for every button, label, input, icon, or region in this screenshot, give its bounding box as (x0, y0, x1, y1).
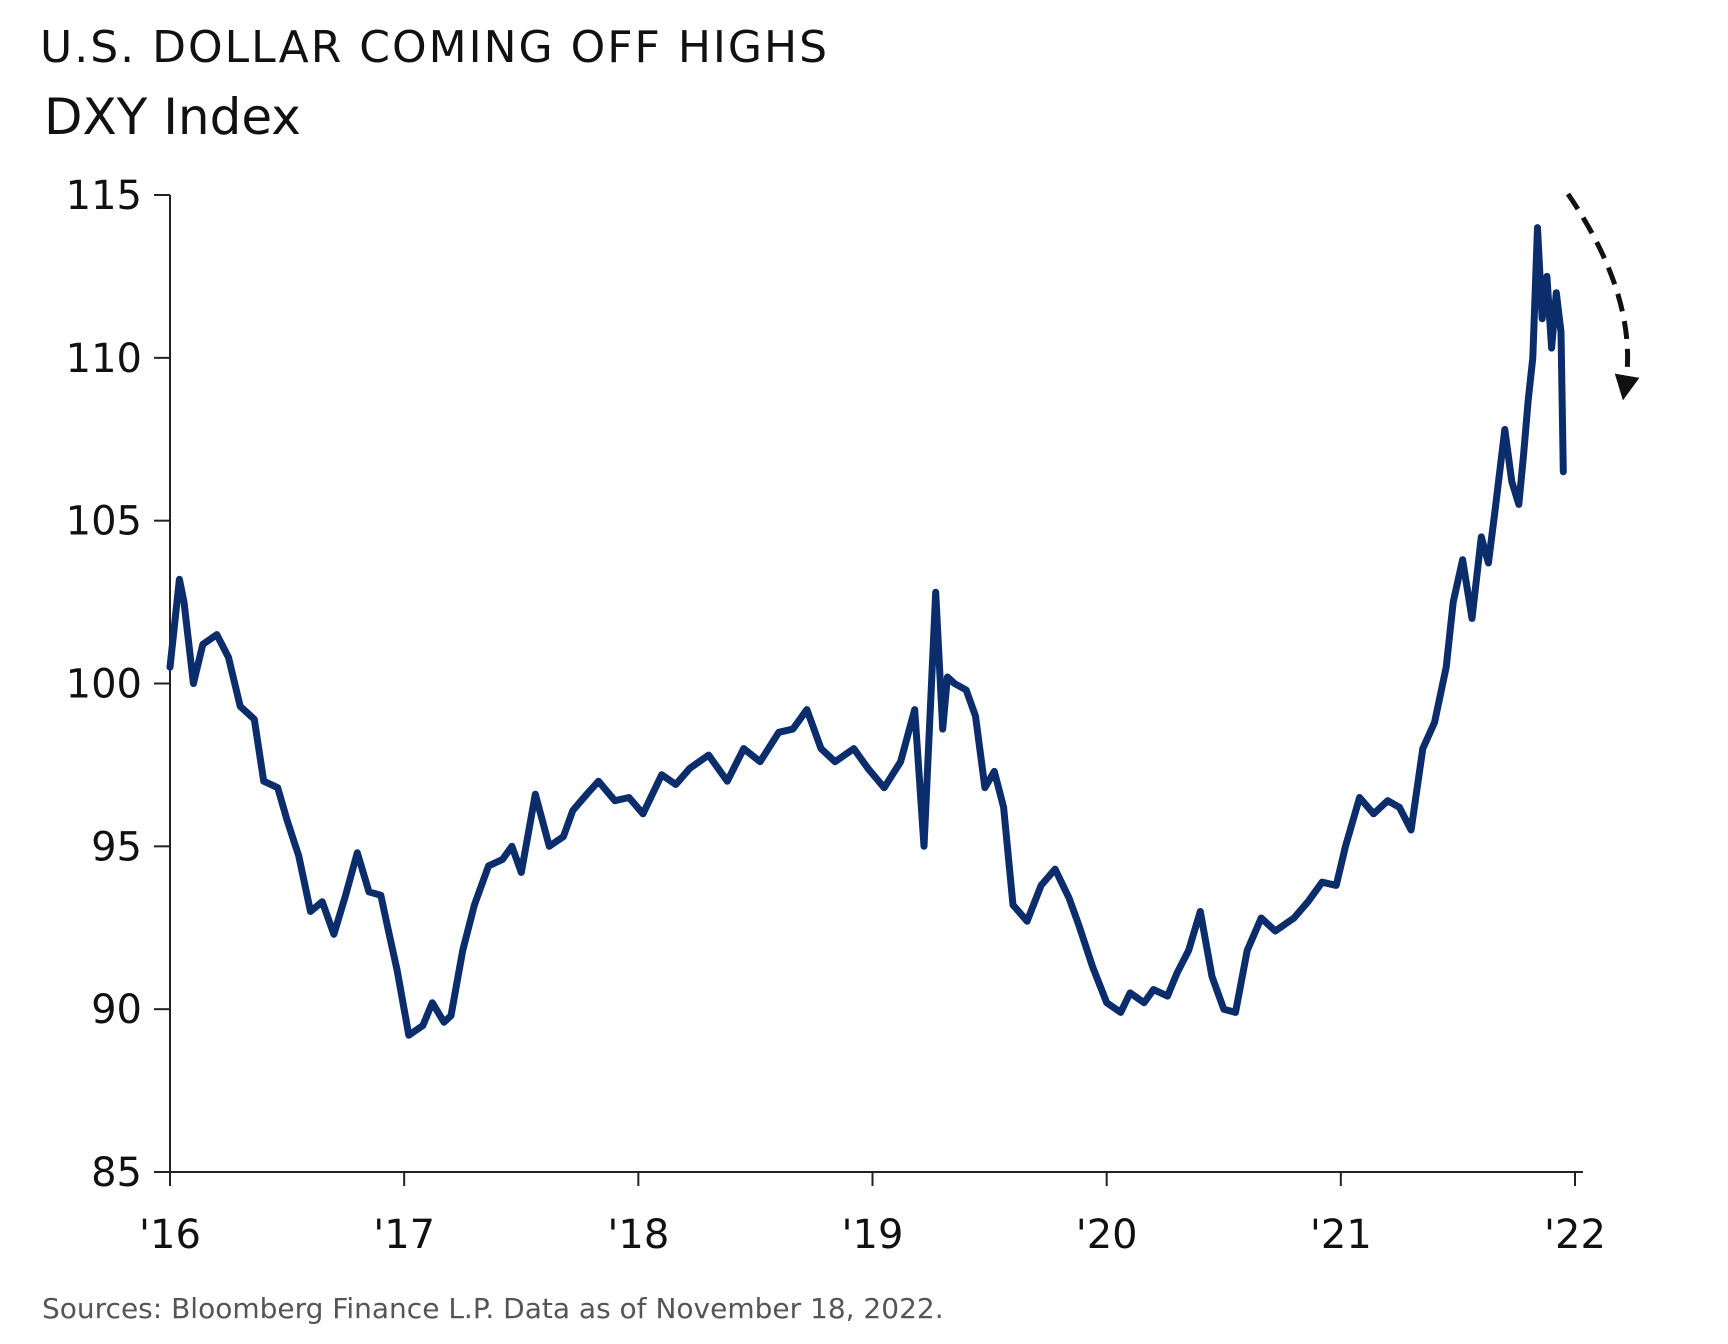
x-tick-label: '17 (373, 1212, 435, 1258)
y-tick-label: 115 (66, 173, 142, 219)
x-tick-label: '20 (1076, 1212, 1138, 1258)
x-tick-label: '18 (607, 1212, 669, 1258)
x-tick-label: '19 (842, 1212, 904, 1258)
x-ticks: '16 '17 '18 '19 '20 '21 '22 (139, 1172, 1606, 1258)
x-tick-label: '22 (1544, 1212, 1606, 1258)
y-tick-label: 100 (66, 662, 142, 708)
y-tick-label: 105 (66, 499, 142, 545)
y-ticks: 115 110 105 100 95 90 85 (66, 173, 170, 1196)
x-tick-label: '21 (1310, 1212, 1372, 1258)
dashed-down-arrow-icon (1565, 192, 1640, 401)
chart-title: U.S. DOLLAR COMING OFF HIGHS (40, 22, 830, 73)
chart-subtitle: DXY Index (44, 88, 301, 146)
y-tick-label: 85 (91, 1150, 142, 1196)
y-tick-label: 95 (91, 824, 142, 870)
y-tick-label: 90 (91, 987, 142, 1033)
dxy-series-line (166, 224, 1567, 1039)
x-tick-label: '16 (139, 1212, 201, 1258)
source-note: Sources: Bloomberg Finance L.P. Data as … (42, 1292, 944, 1325)
y-tick-label: 110 (66, 336, 142, 382)
